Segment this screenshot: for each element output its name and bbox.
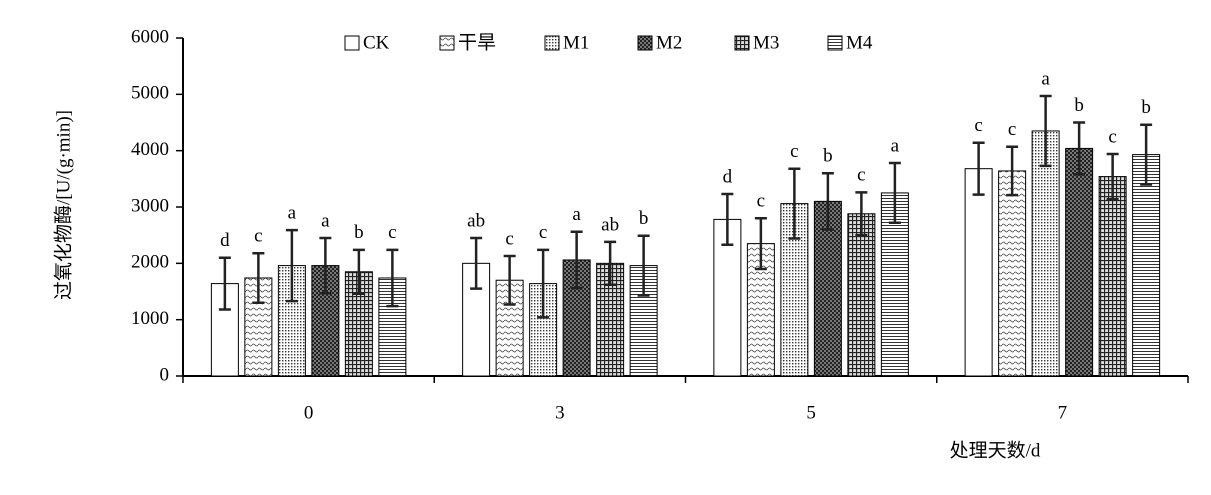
- significance-label: a: [1041, 68, 1050, 89]
- error-bar: [537, 248, 550, 319]
- y-tick-label: 2000: [131, 252, 169, 273]
- error-bar: [1073, 121, 1086, 176]
- error-bar: [386, 248, 399, 308]
- bar: [1065, 147, 1094, 377]
- legend-swatch: [439, 35, 455, 51]
- bar: [1132, 154, 1161, 377]
- legend-label: M3: [753, 32, 779, 53]
- error-bar: [855, 191, 868, 237]
- error-bar: [721, 192, 734, 246]
- error-bar: [788, 167, 801, 240]
- significance-label: b: [823, 146, 833, 167]
- x-tick-label: 7: [1058, 402, 1068, 423]
- significance-label: a: [321, 210, 330, 231]
- significance-label: c: [1108, 126, 1116, 147]
- error-bar: [972, 141, 985, 196]
- error-bar: [1106, 152, 1119, 201]
- bar: [847, 213, 876, 377]
- legend-swatch: [637, 35, 653, 51]
- error-bar: [754, 217, 767, 271]
- bar: [998, 170, 1027, 377]
- significance-label: c: [388, 222, 396, 243]
- significance-label: d: [220, 230, 230, 251]
- y-tick-label: 6000: [131, 26, 169, 47]
- legend-swatch: [827, 35, 843, 51]
- y-tick-label: 4000: [131, 139, 169, 160]
- significance-label: ab: [601, 214, 619, 235]
- legend-swatch: [734, 35, 750, 51]
- legend-swatch: [544, 35, 560, 51]
- y-tick-label: 1000: [131, 308, 169, 329]
- x-tick-label: 5: [806, 402, 816, 423]
- legend-label: CK: [363, 32, 390, 53]
- significance-label: a: [572, 204, 581, 225]
- significance-label: b: [1141, 97, 1151, 118]
- legend-label: M1: [563, 32, 589, 53]
- error-bar: [503, 254, 516, 306]
- legend-swatch: [344, 35, 360, 51]
- error-bar: [352, 248, 365, 296]
- error-bar: [604, 240, 617, 286]
- legend-label: M4: [846, 32, 873, 53]
- y-axis-title: 过氧化物酶/[U/(g·min)]: [52, 110, 74, 300]
- y-tick-label: 3000: [131, 195, 169, 216]
- bar: [1098, 176, 1127, 377]
- significance-label: ab: [467, 210, 485, 231]
- significance-label: c: [790, 141, 798, 162]
- significance-label: c: [757, 191, 765, 212]
- significance-label: d: [723, 166, 733, 187]
- error-bar: [470, 236, 483, 290]
- significance-label: c: [974, 115, 982, 136]
- error-bar: [285, 228, 298, 303]
- error-bar: [637, 234, 650, 297]
- error-bar: [888, 161, 901, 225]
- error-bar: [252, 251, 265, 305]
- significance-label: a: [891, 135, 900, 156]
- significance-label: b: [354, 222, 364, 243]
- bar: [210, 283, 239, 377]
- significance-label: c: [857, 165, 865, 186]
- error-bar: [319, 236, 332, 295]
- significance-label: b: [1074, 95, 1084, 116]
- x-tick-label: 3: [555, 402, 565, 423]
- legend-label: 干旱: [458, 32, 496, 53]
- y-tick-label: 5000: [131, 83, 169, 104]
- error-bar: [1140, 123, 1153, 186]
- error-bar: [1039, 94, 1052, 168]
- error-bar: [218, 256, 231, 311]
- legend-label: M2: [656, 32, 682, 53]
- significance-label: c: [505, 228, 513, 249]
- significance-label: c: [1008, 119, 1016, 140]
- error-bar: [821, 171, 834, 231]
- bar: [1031, 130, 1060, 377]
- error-bar: [1006, 145, 1019, 197]
- x-axis-title: 处理天数/d: [950, 439, 1041, 461]
- significance-label: c: [539, 222, 547, 243]
- bar: [964, 168, 993, 377]
- y-tick-label: 0: [160, 364, 170, 385]
- significance-label: b: [639, 208, 649, 229]
- error-bar: [570, 230, 583, 290]
- significance-label: c: [254, 226, 262, 247]
- significance-label: a: [288, 202, 297, 223]
- x-tick-label: 0: [304, 402, 314, 423]
- bar: [244, 277, 273, 377]
